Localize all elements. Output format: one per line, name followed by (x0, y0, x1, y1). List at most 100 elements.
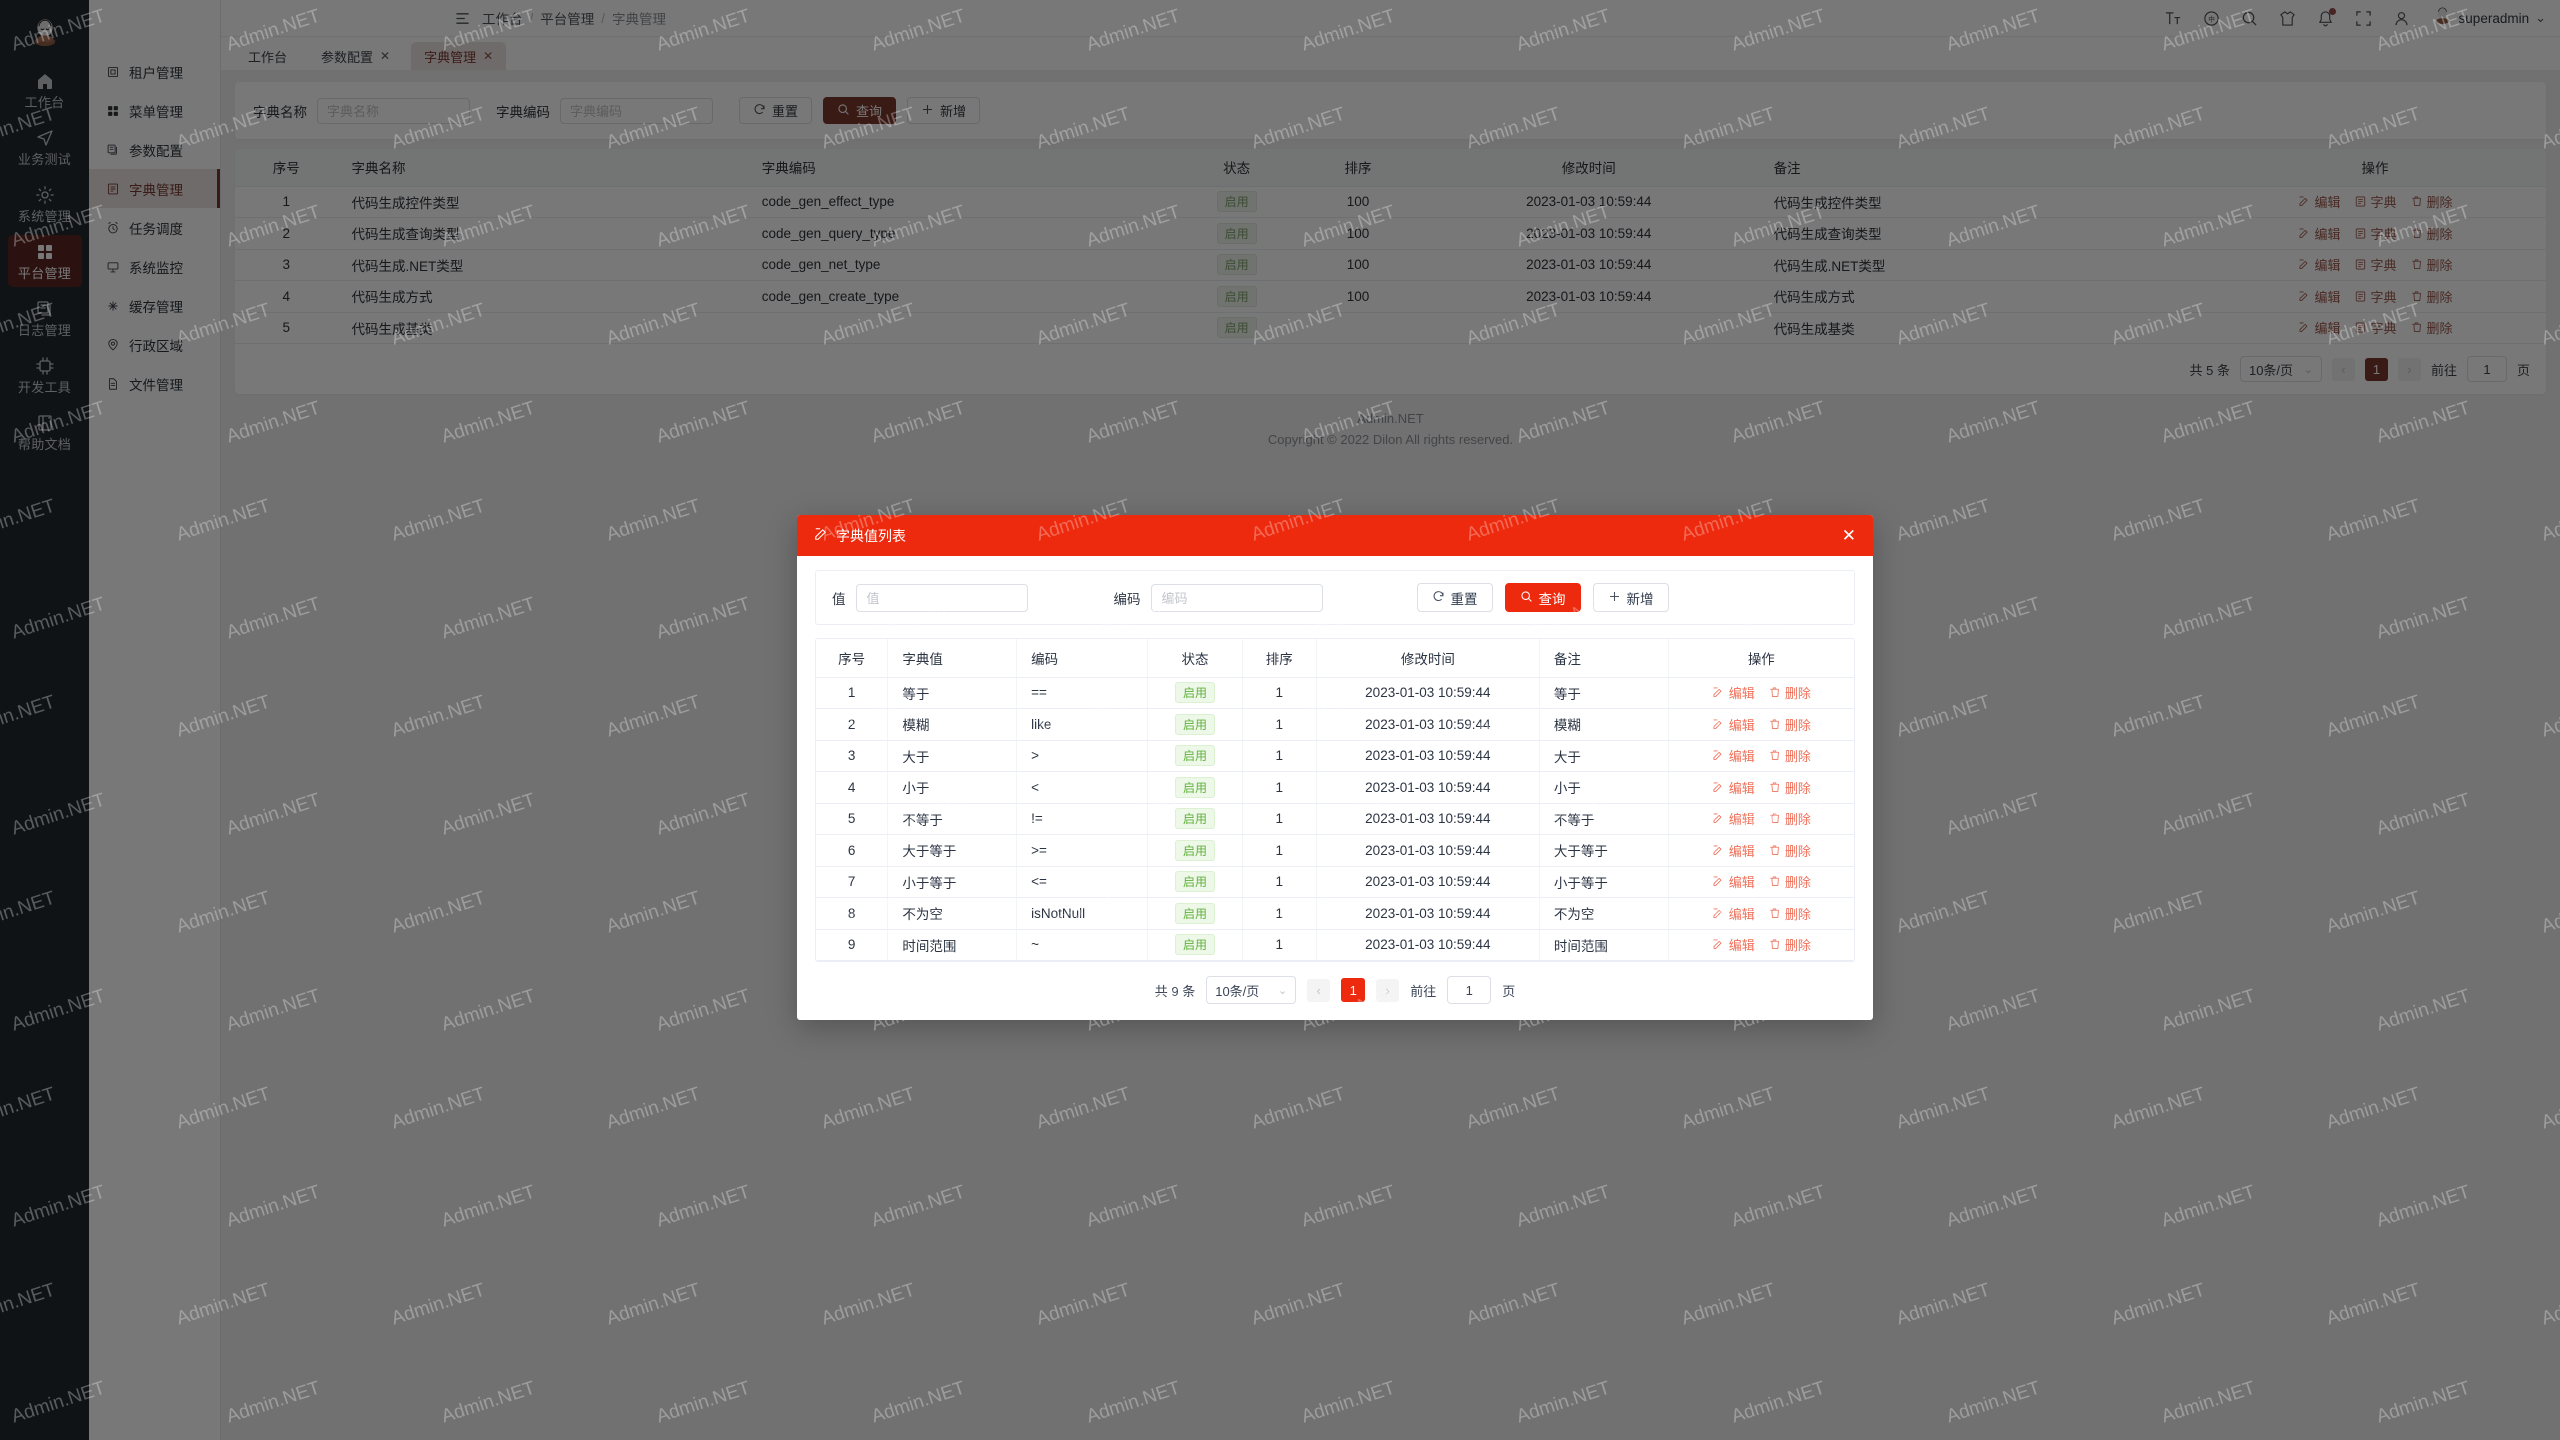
row-action-编辑[interactable]: 编辑 (2298, 255, 2341, 274)
modal-row-action-删除[interactable]: 删除 (1768, 746, 1811, 765)
modal-table-row[interactable]: 3 大于 > 启用 1 2023-01-03 10:59:44 大于 编辑 删除 (816, 740, 1854, 772)
sidebar-item-4[interactable]: 任务调度 (89, 208, 220, 247)
modal-pagination-page-1[interactable]: 1 (1341, 978, 1366, 1002)
modal-table-row[interactable]: 2 模糊 like 启用 1 2023-01-03 10:59:44 模糊 编辑 删除 (816, 708, 1854, 741)
sidebar-item-7[interactable]: 行政区域 (89, 325, 220, 364)
pagination-page-1[interactable]: 1 (2364, 357, 2388, 381)
modal-row-action-编辑[interactable]: 编辑 (1712, 746, 1755, 765)
modal-add-button[interactable]: 新增 (1592, 583, 1669, 612)
row-action-删除[interactable]: 删除 (2410, 192, 2453, 211)
font-size-icon[interactable] (2164, 9, 2183, 28)
rail-item-3[interactable]: 平台管理 (7, 235, 82, 287)
modal-row-action-编辑[interactable]: 编辑 (1712, 809, 1755, 828)
modal-row-action-删除[interactable]: 删除 (1768, 778, 1811, 797)
row-action-删除[interactable]: 删除 (2410, 318, 2453, 337)
add-button[interactable]: 新增 (907, 97, 981, 124)
table-row[interactable]: 4 代码生成方式 code_gen_create_type 启用 100 2023-01-… (235, 280, 2546, 313)
modal-row-action-删除[interactable]: 删除 (1768, 683, 1811, 702)
fullscreen-icon[interactable] (2354, 9, 2373, 28)
row-action-编辑[interactable]: 编辑 (2298, 318, 2341, 337)
modal-row-action-编辑[interactable]: 编辑 (1712, 715, 1755, 734)
tab-0[interactable]: 工作台 (235, 42, 300, 70)
sidebar-item-6[interactable]: 缓存管理 (89, 286, 220, 325)
sidebar-item-0[interactable]: 租户管理 (89, 52, 220, 91)
tab-close-icon[interactable]: ✕ (380, 49, 391, 63)
pagination-next-button[interactable]: › (2397, 357, 2421, 381)
modal-row-action-编辑[interactable]: 编辑 (1712, 872, 1755, 891)
sidebar-item-5[interactable]: 系统监控 (89, 247, 220, 286)
modal-table-row[interactable]: 5 不等于 != 启用 1 2023-01-03 10:59:44 不等于 编辑 删除 (816, 803, 1854, 835)
tab-1[interactable]: 参数配置 ✕ (308, 42, 403, 70)
modal-row-action-编辑[interactable]: 编辑 (1712, 935, 1755, 954)
user-menu[interactable]: superadmin ⌄ (2432, 5, 2546, 31)
row-action-字典[interactable]: 字典 (2354, 287, 2397, 306)
rail-item-2[interactable]: 系统管理 (8, 178, 82, 230)
table-row[interactable]: 5 代码生成基类 启用 代码生成基类 编辑 字典 删除 (235, 312, 2546, 344)
modal-row-action-删除[interactable]: 删除 (1768, 904, 1811, 923)
user-icon[interactable] (2392, 9, 2411, 28)
table-row[interactable]: 3 代码生成.NET类型 code_gen_net_type 启用 100 2023-01… (235, 249, 2546, 281)
row-action-字典[interactable]: 字典 (2354, 255, 2397, 274)
close-icon[interactable]: ✕ (1841, 526, 1856, 545)
modal-row-action-删除[interactable]: 删除 (1768, 715, 1811, 734)
modal-table-row[interactable]: 1 等于 == 启用 1 2023-01-03 10:59:44 等于 编辑 删除 (816, 677, 1854, 709)
modal-table-row[interactable]: 6 大于等于 >= 启用 1 2023-01-03 10:59:44 大于等于 编辑 删除 (816, 834, 1854, 867)
modal-table-row[interactable]: 4 小于 < 启用 1 2023-01-03 10:59:44 小于 编辑 删除 (816, 771, 1854, 804)
notification-icon[interactable] (2316, 7, 2336, 28)
table-row[interactable]: 2 代码生成查询类型 code_gen_query_type 启用 100 2023-01… (235, 217, 2546, 250)
sidebar-item-8[interactable]: 文件管理 (89, 364, 220, 403)
sidebar-item-3[interactable]: 字典管理 (89, 169, 220, 208)
modal-query-button[interactable]: 查询 (1504, 583, 1581, 612)
rail-item-5[interactable]: 开发工具 (8, 349, 82, 401)
modal-row-action-编辑[interactable]: 编辑 (1712, 683, 1755, 702)
modal-row-action-编辑[interactable]: 编辑 (1712, 841, 1755, 860)
reset-button[interactable]: 重置 (739, 97, 813, 124)
modal-value-input[interactable]: 值 (855, 583, 1028, 612)
row-action-字典[interactable]: 字典 (2354, 192, 2397, 211)
modal-page-size-select[interactable]: 10条/页 ⌄ (1206, 976, 1297, 1004)
modal-table-row[interactable]: 7 小于等于 <= 启用 1 2023-01-03 10:59:44 小于等于 编辑 删除 (816, 866, 1854, 898)
rail-item-6[interactable]: 帮助文档 (8, 406, 82, 458)
modal-pagination-prev-button[interactable]: ‹ (1307, 978, 1331, 1002)
rail-item-0[interactable]: 工作台 (8, 64, 82, 116)
pagination-jump-input[interactable]: 1 (2466, 356, 2507, 382)
modal-pagination-jump-input[interactable]: 1 (1447, 976, 1492, 1004)
modal-code-input[interactable]: 编码 (1150, 583, 1323, 612)
sidebar-item-1[interactable]: 菜单管理 (89, 91, 220, 130)
row-action-删除[interactable]: 删除 (2410, 255, 2453, 274)
row-action-编辑[interactable]: 编辑 (2298, 287, 2341, 306)
dict-name-input[interactable]: 字典名称 (317, 97, 470, 124)
rail-item-1[interactable]: 业务测试 (8, 121, 82, 173)
pagination-prev-button[interactable]: ‹ (2331, 357, 2355, 381)
breadcrumb-item-1[interactable]: 平台管理 (540, 12, 595, 27)
modal-row-action-删除[interactable]: 删除 (1768, 935, 1811, 954)
modal-row-action-编辑[interactable]: 编辑 (1712, 778, 1755, 797)
sidebar-item-2[interactable]: 参数配置 (89, 130, 220, 169)
breadcrumb-item-0[interactable]: 工作台 (482, 12, 523, 27)
row-action-字典[interactable]: 字典 (2354, 318, 2397, 337)
page-size-select[interactable]: 10条/页 ⌄ (2239, 356, 2322, 382)
theme-icon[interactable] (2278, 9, 2297, 28)
modal-pagination-next-button[interactable]: › (1376, 978, 1400, 1002)
modal-reset-button[interactable]: 重置 (1416, 583, 1493, 612)
modal-table-row[interactable]: 8 不为空 isNotNull 启用 1 2023-01-03 10:59:44 不为空 编辑… (816, 897, 1854, 930)
tab-close-icon[interactable]: ✕ (483, 49, 494, 63)
modal-row-action-删除[interactable]: 删除 (1768, 872, 1811, 891)
row-action-编辑[interactable]: 编辑 (2298, 224, 2341, 243)
row-action-字典[interactable]: 字典 (2354, 224, 2397, 243)
row-action-删除[interactable]: 删除 (2410, 287, 2453, 306)
modal-row-action-删除[interactable]: 删除 (1768, 841, 1811, 860)
collapse-sidebar-icon[interactable] (455, 11, 470, 26)
row-action-编辑[interactable]: 编辑 (2298, 192, 2341, 211)
modal-row-action-删除[interactable]: 删除 (1768, 809, 1811, 828)
modal-row-action-编辑[interactable]: 编辑 (1712, 904, 1755, 923)
modal-table-row[interactable]: 9 时间范围 ~ 启用 1 2023-01-03 10:59:44 时间范围 编辑 删除 (816, 929, 1854, 961)
table-row[interactable]: 1 代码生成控件类型 code_gen_effect_type 启用 100 2023-0… (235, 186, 2546, 218)
query-button[interactable]: 查询 (823, 97, 897, 124)
tab-2[interactable]: 字典管理 ✕ (411, 42, 507, 70)
rail-item-4[interactable]: 日志管理 (8, 292, 82, 344)
language-icon[interactable]: 中 (2202, 9, 2221, 28)
row-action-删除[interactable]: 删除 (2410, 224, 2453, 243)
search-icon[interactable] (2240, 9, 2259, 28)
dict-code-input[interactable]: 字典编码 (560, 97, 713, 124)
